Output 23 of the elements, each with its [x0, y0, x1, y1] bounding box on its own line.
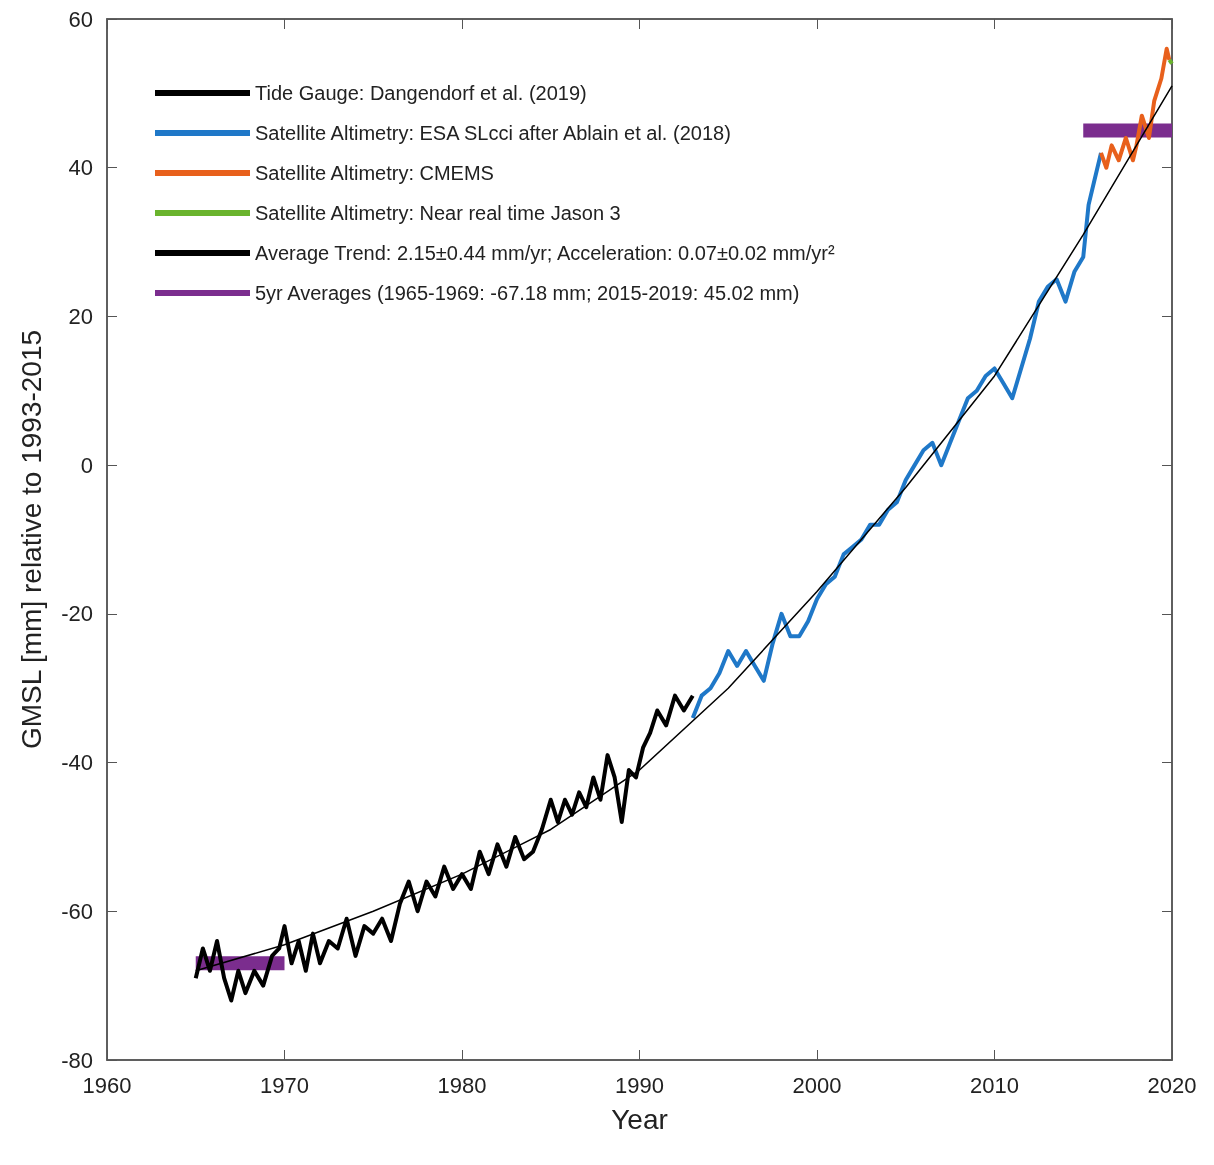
x-tick-label: 1960	[82, 1072, 132, 1098]
y-tick-label: -80	[61, 1047, 93, 1073]
y-axis-title: GMSL [mm] relative to 1993-2015	[15, 329, 47, 750]
x-tick-label: 1970	[260, 1072, 309, 1098]
x-axis-title: Year	[611, 1103, 668, 1135]
legend-label: Satellite Altimetry: ESA SLcci after Ablain et al. (2018)	[255, 122, 731, 144]
x-tick-label: 2010	[970, 1072, 1019, 1098]
y-tick-label: -60	[61, 898, 93, 924]
legend-label: Tide Gauge: Dangendorf et al. (2019)	[255, 82, 587, 104]
y-tick-label: -40	[61, 750, 93, 776]
legend-label: Average Trend: 2.15±0.44 mm/yr; Acceleration: 0.07±0.02 mm/yr²	[255, 242, 835, 264]
legend-label: Satellite Altimetry: Near real time Jason 3	[255, 202, 621, 224]
y-tick-label: -20	[61, 601, 93, 627]
x-tick-label: 2020	[1147, 1072, 1197, 1098]
y-tick-label: 20	[68, 303, 93, 329]
legend-label: Satellite Altimetry: CMEMS	[255, 162, 494, 184]
y-tick-label: 60	[68, 6, 93, 32]
x-tick-label: 1980	[437, 1072, 487, 1098]
y-tick-label: 40	[68, 155, 93, 181]
legend-label: 5yr Averages (1965-1969: -67.18 mm; 2015-2019: 45.02 mm)	[255, 282, 800, 304]
y-tick-label: 0	[80, 452, 93, 478]
x-tick-label: 2000	[792, 1072, 842, 1098]
x-tick-label: 1990	[615, 1072, 664, 1098]
